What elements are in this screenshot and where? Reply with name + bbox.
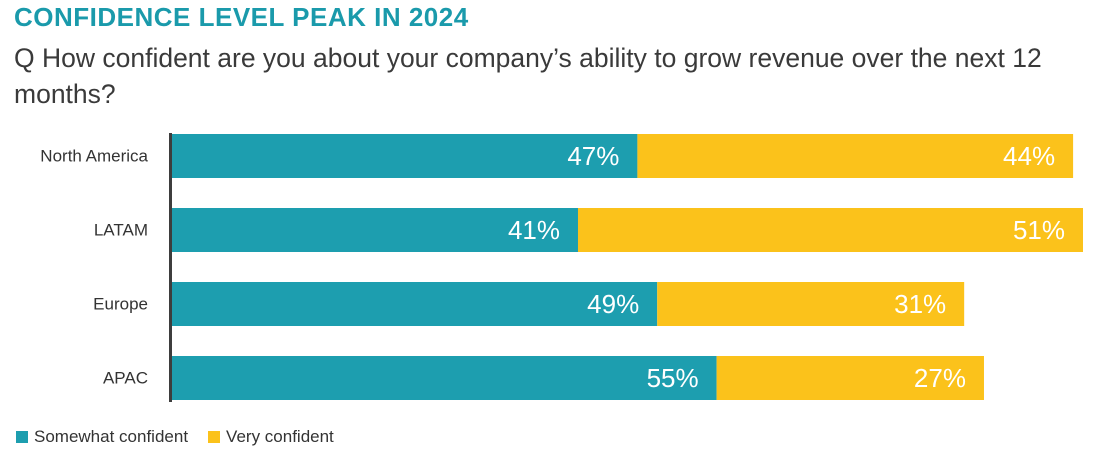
data-label-latam-somewhat-confident: 41% bbox=[508, 215, 560, 245]
legend-item-very-confident: Very confident bbox=[208, 427, 334, 447]
data-label-europe-very-confident: 31% bbox=[894, 289, 946, 319]
chart-legend: Somewhat confident Very confident bbox=[16, 426, 354, 448]
bar-europe-very-confident bbox=[657, 282, 965, 326]
bar-latam-somewhat-confident bbox=[172, 208, 578, 252]
legend-swatch-somewhat-confident bbox=[16, 431, 28, 443]
data-label-latam-very-confident: 51% bbox=[1013, 215, 1065, 245]
bar-north-america-very-confident bbox=[637, 134, 1074, 178]
bar-europe-somewhat-confident bbox=[172, 282, 658, 326]
bar-north-america-somewhat-confident bbox=[172, 134, 638, 178]
data-label-north-america-very-confident: 44% bbox=[1003, 141, 1055, 171]
data-label-europe-somewhat-confident: 49% bbox=[587, 289, 639, 319]
legend-item-somewhat-confident: Somewhat confident bbox=[16, 427, 188, 447]
legend-swatch-very-confident bbox=[208, 431, 221, 443]
legend-label-somewhat-confident: Somewhat confident bbox=[34, 427, 189, 446]
chart-subtitle: Q How confident are you about your compa… bbox=[14, 43, 1042, 109]
category-label-north-america: North America bbox=[40, 147, 148, 166]
bar-apac-very-confident bbox=[716, 356, 984, 400]
bar-latam-very-confident bbox=[577, 208, 1083, 252]
category-label-europe: Europe bbox=[93, 295, 148, 314]
category-label-latam: LATAM bbox=[94, 221, 148, 240]
chart-title: CONFIDENCE LEVEL PEAK IN 2024 bbox=[14, 2, 469, 32]
data-label-apac-somewhat-confident: 55% bbox=[647, 363, 699, 393]
category-label-apac: APAC bbox=[103, 369, 148, 388]
data-label-apac-very-confident: 27% bbox=[914, 363, 966, 393]
bar-apac-somewhat-confident bbox=[172, 356, 717, 400]
legend-label-very-confident: Very confident bbox=[226, 427, 334, 446]
data-label-north-america-somewhat-confident: 47% bbox=[567, 141, 619, 171]
